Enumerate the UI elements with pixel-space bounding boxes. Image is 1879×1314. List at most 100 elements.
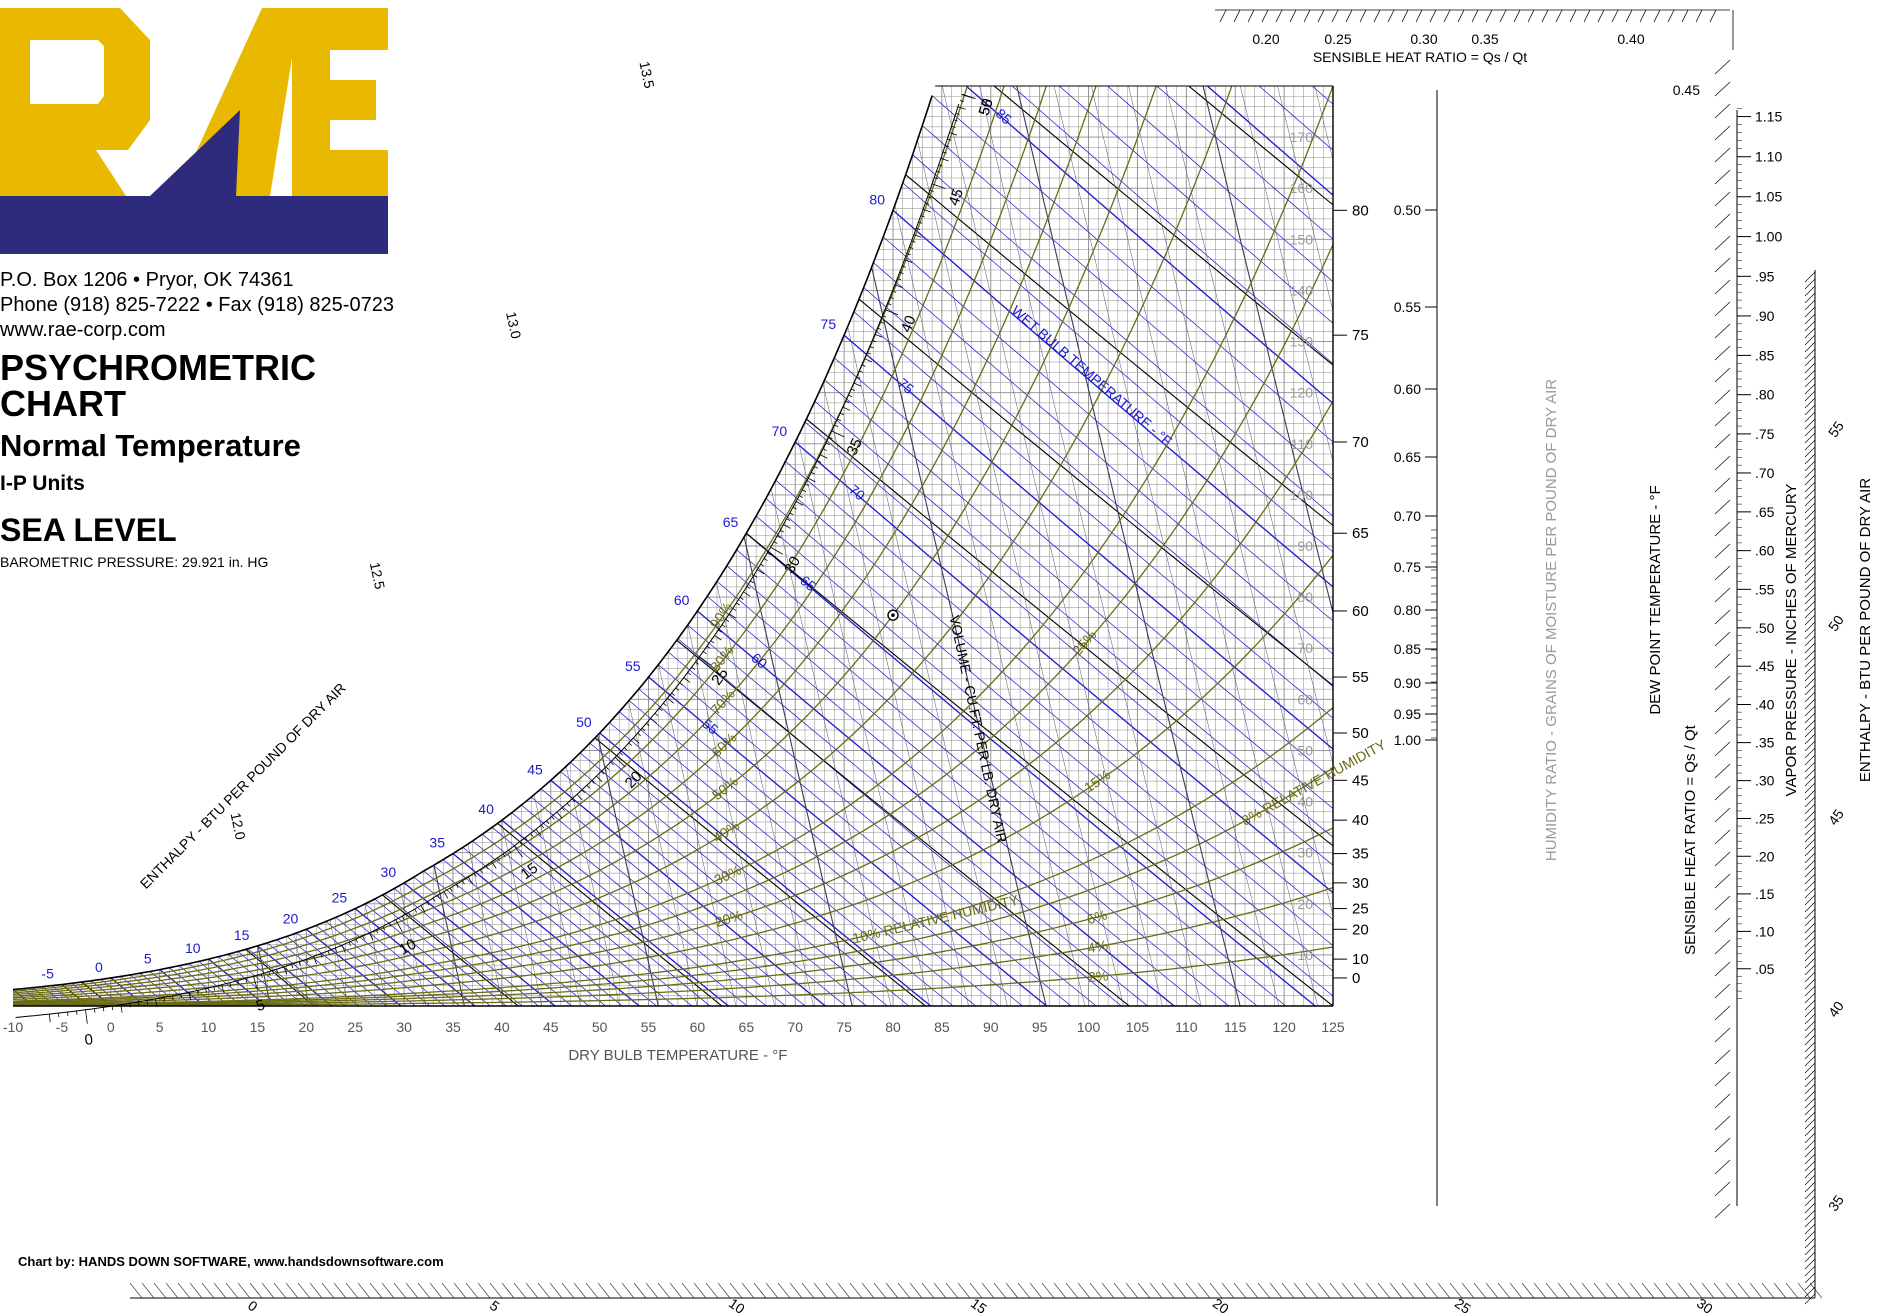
dry-bulb-tick-label: 35 — [445, 1019, 461, 1035]
enthalpy-scale-tick — [884, 309, 899, 316]
wet-bulb-saturation-label: 80 — [869, 191, 885, 207]
shr-side-hatch — [1714, 103, 1731, 119]
shr-top-tick — [1275, 9, 1283, 23]
shr-tick-label: 0.55 — [1394, 299, 1421, 315]
right-enthalpy-tick — [1804, 677, 1816, 689]
enthalpy-scale-tick — [949, 132, 958, 136]
shr-side-hatch — [1714, 411, 1731, 427]
right-enthalpy-tick — [1804, 425, 1816, 437]
shr-top-tick — [1639, 9, 1647, 23]
right-enthalpy-tick-label: 55 — [1825, 418, 1847, 440]
enthalpy-scale-tick — [546, 820, 550, 825]
right-enthalpy-tick — [1804, 684, 1816, 696]
dry-bulb-tick-label: 40 — [494, 1019, 510, 1035]
enthalpy-scale-tick — [861, 364, 866, 367]
wet-bulb-line — [570, 762, 904, 1006]
rh-curve — [13, 86, 1333, 1001]
enthalpy-scale-tick — [320, 953, 323, 958]
shr-side-hatch — [1714, 345, 1731, 361]
enthalpy-scale-tick — [382, 926, 385, 931]
wet-bulb-line — [765, 498, 1333, 988]
dry-bulb-tick-label: -5 — [56, 1019, 69, 1035]
wet-bulb-line — [922, 125, 1333, 497]
rh-label: 40% — [710, 817, 742, 845]
rae-logo-mark — [0, 8, 388, 196]
enthalpy-scale-tick — [825, 442, 830, 445]
right-enthalpy-tick — [1804, 1013, 1816, 1025]
enthalpy-scale-tick — [388, 922, 392, 927]
shr-side-hatch — [1714, 609, 1731, 625]
vapor-pressure-tick-label: 1.15 — [1755, 109, 1782, 125]
vapor-pressure-tick-label: .75 — [1755, 426, 1775, 442]
enthalpy-scale-tick — [763, 558, 768, 561]
enthalpy-scale-tick — [947, 138, 952, 141]
shr-top-tick — [1345, 9, 1353, 23]
wet-bulb-line — [335, 917, 473, 1006]
bottom-enthalpy-tick — [153, 1282, 167, 1299]
enthalpy-scale-tick — [901, 265, 907, 268]
enthalpy-scale-tick — [111, 1006, 114, 1011]
enthalpy-scale-tick — [551, 816, 555, 820]
dry-bulb-tick-label: -10 — [3, 1019, 23, 1035]
right-enthalpy-tick — [1804, 1090, 1816, 1102]
right-enthalpy-tick — [1804, 313, 1816, 325]
bottom-enthalpy-tick — [1797, 1282, 1811, 1299]
right-enthalpy-tick — [1804, 768, 1816, 780]
enthalpy-scale-tick — [953, 119, 958, 122]
rh-curve — [13, 86, 1333, 999]
bottom-enthalpy-tick — [273, 1282, 287, 1299]
bottom-enthalpy-tick — [609, 1282, 623, 1299]
bottom-enthalpy-tick — [813, 1282, 827, 1299]
dry-bulb-tick-label: 60 — [690, 1019, 706, 1035]
shr-side-hatch — [1714, 147, 1731, 163]
shr-tick-label: 0.70 — [1394, 508, 1421, 524]
right-enthalpy-tick — [1804, 915, 1816, 927]
enthalpy-scale-tick — [706, 645, 711, 649]
rh-curve — [13, 86, 1333, 996]
bottom-enthalpy-tick — [453, 1282, 467, 1299]
bottom-enthalpy-tick — [1257, 1282, 1271, 1299]
bottom-enthalpy-tick — [1569, 1282, 1583, 1299]
right-enthalpy-tick — [1804, 866, 1816, 878]
bottom-enthalpy-tick — [897, 1282, 911, 1299]
bottom-enthalpy-tick — [1617, 1282, 1631, 1299]
dry-bulb-tick-label: 125 — [1321, 1019, 1345, 1035]
enthalpy-scale-tick — [776, 535, 781, 539]
dry-bulb-tick-label: 20 — [299, 1019, 315, 1035]
right-enthalpy-tick — [1804, 593, 1816, 605]
wet-bulb-line — [990, 86, 1333, 205]
enthalpy-scale-tick — [850, 388, 855, 392]
enthalpy-scale-tick — [789, 512, 794, 516]
company-phone: Phone (918) 825-7222 • Fax (918) 825-072… — [0, 294, 394, 316]
enthalpy-tick-label: 0 — [84, 1031, 94, 1049]
dew-point-tick-label: 40 — [1352, 812, 1369, 829]
bottom-enthalpy-tick-label: 20 — [1210, 1295, 1232, 1314]
shr-side-hatch — [1714, 1137, 1731, 1153]
chart-altitude: SEA LEVEL — [0, 512, 177, 548]
enthalpy-scale-tick — [691, 666, 696, 670]
vapor-pressure-tick-label: .85 — [1755, 347, 1775, 363]
rh-label: 70% — [707, 686, 738, 718]
shr-side-hatch — [1714, 125, 1731, 141]
right-enthalpy-tick — [1804, 397, 1816, 409]
enthalpy-scale-tick — [362, 935, 365, 940]
logo-company: CORPORATION — [6, 402, 417, 443]
wet-bulb-line-label: 55 — [699, 715, 721, 737]
right-enthalpy-tick — [1804, 789, 1816, 801]
enthalpy-scale-tick — [479, 869, 483, 874]
volume-minor-line — [968, 86, 1202, 1006]
bottom-enthalpy-tick — [837, 1282, 851, 1299]
dry-bulb-tick-label: 85 — [934, 1019, 950, 1035]
enthalpy-scale-tick — [792, 506, 797, 510]
right-enthalpy-tick — [1804, 978, 1816, 990]
volume-line — [444, 86, 659, 1006]
right-enthalpy-tick — [1804, 1139, 1816, 1151]
shr-top-tick-label: 0.40 — [1617, 31, 1644, 47]
shr-tick-label: 0.65 — [1394, 449, 1421, 465]
bottom-enthalpy-tick — [177, 1282, 191, 1299]
wet-bulb-saturation-label: 20 — [283, 910, 299, 926]
enthalpy-scale-tick — [313, 956, 317, 965]
wet-bulb-saturation-label: 40 — [478, 801, 494, 817]
shr-side-hatch — [1714, 719, 1731, 735]
